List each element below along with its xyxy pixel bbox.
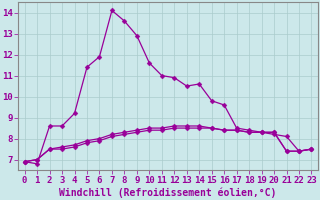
X-axis label: Windchill (Refroidissement éolien,°C): Windchill (Refroidissement éolien,°C)	[60, 187, 277, 198]
